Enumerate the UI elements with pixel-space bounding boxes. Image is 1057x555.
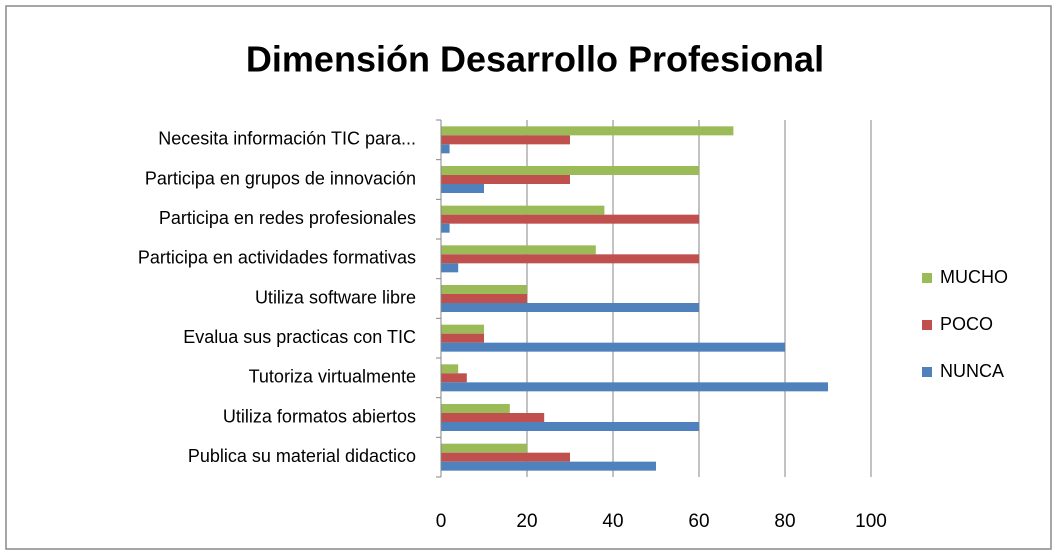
bar (441, 422, 699, 431)
bar (441, 413, 545, 422)
y-tick-label: Participa en grupos de innovación (145, 168, 416, 188)
y-tick-label: Tutoriza virtualmente (249, 367, 416, 387)
bar (441, 144, 450, 154)
bar (441, 333, 484, 343)
bar (441, 285, 527, 294)
bar (441, 263, 459, 273)
bar (441, 452, 570, 462)
bar (441, 126, 734, 136)
bar (441, 175, 570, 184)
y-tick-label: Participa en actividades formativas (138, 248, 416, 268)
legend-swatch (922, 320, 932, 330)
legend-label: NUNCA (940, 361, 1004, 381)
y-tick-label: Necesita información TIC para... (158, 129, 416, 149)
y-tick-label: Participa en redes profesionales (159, 208, 416, 228)
x-tick-label: 20 (516, 511, 537, 532)
bar (441, 135, 570, 145)
bar (441, 294, 527, 303)
bar (441, 404, 510, 413)
bar (441, 205, 605, 215)
y-tick-label: Publica su material didactico (188, 446, 416, 466)
y-tick-label: Utiliza software libre (255, 287, 416, 307)
x-tick-label: 60 (688, 511, 709, 532)
x-tick-label: 80 (774, 511, 795, 532)
bar (441, 254, 699, 264)
bar (441, 166, 699, 175)
x-tick-label: 0 (436, 511, 447, 532)
legend-swatch (922, 273, 932, 283)
x-tick-label: 40 (602, 511, 623, 532)
bar (441, 382, 828, 392)
legend-label: MUCHO (940, 267, 1008, 287)
bar (441, 223, 450, 233)
bar (441, 184, 484, 193)
bar (441, 461, 656, 471)
bar (441, 214, 699, 224)
bar (441, 245, 596, 255)
y-tick-label: Utiliza formatos abiertos (223, 406, 416, 426)
bar (441, 373, 467, 383)
bar (441, 324, 484, 334)
bar (441, 364, 459, 374)
x-tick-label: 100 (855, 511, 887, 532)
legend-label: POCO (940, 314, 993, 334)
y-tick-label: Evalua sus practicas con TIC (183, 327, 416, 347)
bar (441, 303, 699, 312)
chart-title: Dimensión Desarrollo Profesional (246, 39, 824, 80)
bar (441, 443, 527, 453)
bar (441, 342, 785, 352)
legend-swatch (922, 367, 932, 377)
